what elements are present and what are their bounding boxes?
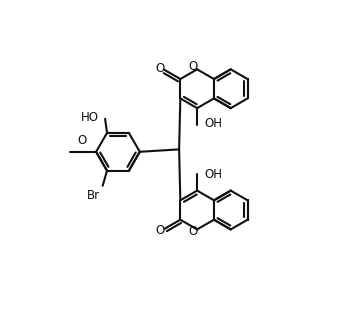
Text: OH: OH (204, 168, 222, 181)
Text: Br: Br (87, 189, 100, 202)
Text: O: O (156, 224, 165, 237)
Text: OH: OH (204, 117, 222, 130)
Text: O: O (189, 225, 198, 238)
Text: HO: HO (81, 111, 99, 124)
Text: O: O (156, 62, 165, 75)
Text: O: O (77, 134, 86, 147)
Text: O: O (189, 60, 198, 73)
